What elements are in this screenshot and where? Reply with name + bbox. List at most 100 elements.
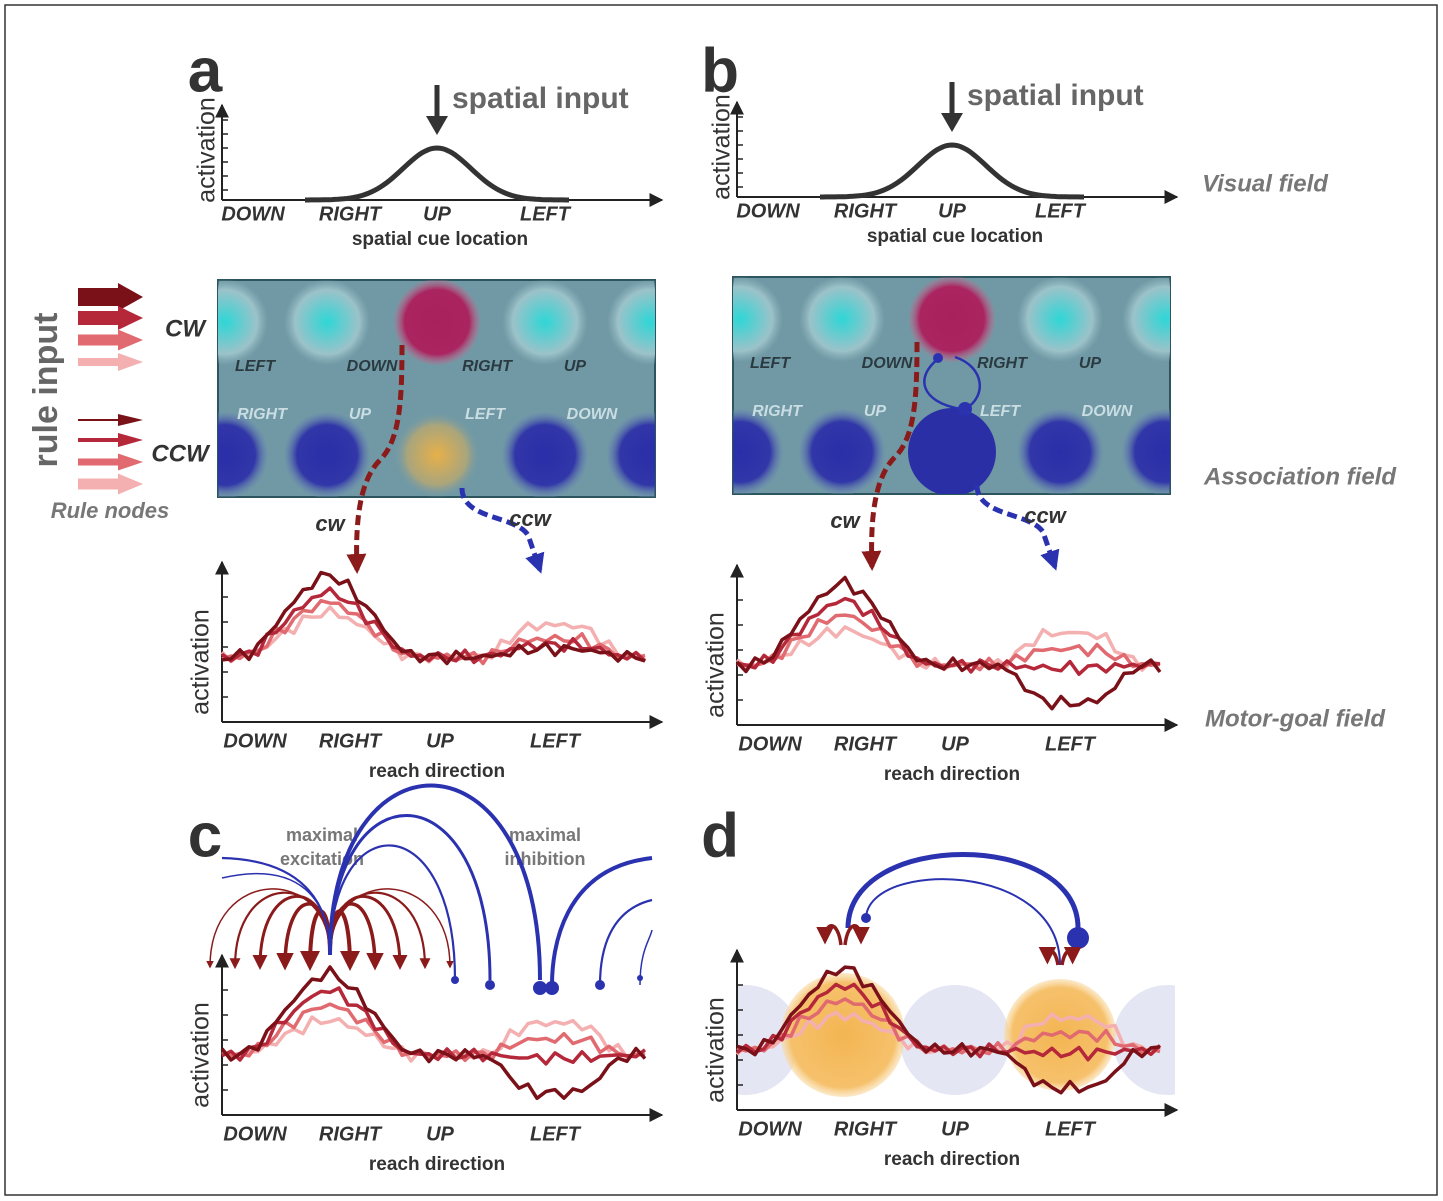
annotation: maximal (286, 825, 358, 845)
node (697, 276, 783, 362)
self-excitation (1047, 951, 1058, 965)
field-label: Association field (1203, 463, 1397, 490)
node (799, 276, 885, 362)
rule-arrow (78, 306, 143, 330)
node (284, 412, 370, 498)
x-tick-label: DOWN (221, 203, 285, 225)
node-label: DOWN (1082, 403, 1133, 420)
self-excitation (845, 926, 861, 945)
node-label: UP (864, 403, 887, 420)
panel-label: c (188, 801, 222, 870)
synapse (595, 980, 605, 990)
connection (600, 900, 652, 985)
rule-arrow (78, 353, 143, 371)
y-axis-label: activation (702, 997, 730, 1103)
node (1017, 276, 1103, 362)
faded-node (1113, 985, 1223, 1095)
node-label: UP (349, 406, 372, 423)
x-tick-label: UP (938, 200, 966, 222)
y-axis-label: activation (193, 97, 221, 203)
x-tick-label: LEFT (1045, 1118, 1097, 1140)
activation-trace (222, 573, 645, 664)
x-axis-title: reach direction (884, 1149, 1020, 1170)
node-label: DOWN (862, 355, 913, 372)
x-tick-label: LEFT (530, 730, 582, 752)
rule-input-title: rule input (27, 313, 65, 468)
self-excitation (825, 926, 841, 945)
node (394, 279, 480, 365)
node (909, 276, 995, 362)
x-tick-label: UP (426, 1123, 454, 1145)
node (607, 412, 693, 498)
node-label: LEFT (980, 403, 1021, 420)
node-label: RIGHT (237, 406, 288, 423)
node-label: LEFT (750, 355, 791, 372)
node-label: LEFT (235, 358, 276, 375)
connection (310, 911, 330, 967)
rule-arrow (78, 433, 143, 447)
x-tick-label: UP (423, 203, 451, 225)
x-tick-label: DOWN (223, 730, 287, 752)
x-tick-label: RIGHT (834, 200, 898, 222)
x-tick-label: LEFT (520, 203, 572, 225)
annotation: spatial input (452, 82, 629, 115)
x-tick-label: RIGHT (319, 1123, 383, 1145)
x-axis-title: reach direction (884, 764, 1020, 785)
x-tick-label: RIGHT (319, 203, 383, 225)
x-tick-label: DOWN (738, 1118, 802, 1140)
x-tick-label: UP (426, 730, 454, 752)
synapse (933, 353, 943, 363)
rule-arrow (78, 330, 143, 351)
y-axis-label: activation (708, 94, 736, 200)
node-label: UP (1079, 355, 1102, 372)
x-tick-label: RIGHT (834, 733, 898, 755)
rule-arrow (78, 454, 143, 471)
rule-arrow (78, 414, 143, 426)
rule-caption: Rule nodes (51, 498, 170, 523)
node (799, 409, 885, 495)
node (502, 412, 588, 498)
field-label: Visual field (1202, 170, 1329, 197)
panel-label: a (188, 36, 223, 105)
projection-label: ccw (509, 506, 552, 531)
node-label: RIGHT (752, 403, 803, 420)
node-label: LEFT (465, 406, 506, 423)
rule-arrow (78, 283, 143, 311)
x-tick-label: UP (941, 1118, 969, 1140)
synapse (485, 980, 495, 990)
projection-label: cw (315, 511, 346, 536)
node (502, 279, 588, 365)
x-axis-title: reach direction (369, 1154, 505, 1175)
input-arrow-head (941, 113, 963, 132)
y-axis-label: activation (702, 612, 730, 718)
input-arrow-head (426, 116, 448, 135)
annotation: spatial input (967, 79, 1144, 112)
y-axis-label: activation (187, 1002, 215, 1108)
synapse (451, 976, 459, 984)
x-tick-label: LEFT (530, 1123, 582, 1145)
x-tick-label: LEFT (1045, 733, 1097, 755)
node (908, 408, 996, 496)
projection-label: ccw (1024, 503, 1067, 528)
node-label: RIGHT (462, 358, 513, 375)
tuning-curve (305, 148, 569, 200)
node (1122, 276, 1208, 362)
connection (330, 904, 375, 967)
node (394, 412, 480, 498)
x-tick-label: DOWN (223, 1123, 287, 1145)
rule-node: CW (165, 315, 207, 342)
y-axis-label: activation (187, 609, 215, 715)
node (1122, 409, 1208, 495)
x-tick-label: DOWN (736, 200, 800, 222)
node (607, 279, 693, 365)
x-tick-label: RIGHT (319, 730, 383, 752)
x-axis-title: reach direction (369, 761, 505, 782)
x-tick-label: UP (941, 733, 969, 755)
x-tick-label: DOWN (738, 733, 802, 755)
node (284, 279, 370, 365)
panel-label: d (701, 801, 739, 870)
tuning-curve (820, 145, 1084, 197)
node-label: UP (564, 358, 587, 375)
activation-trace (222, 988, 645, 1064)
annotation: maximal (509, 825, 581, 845)
